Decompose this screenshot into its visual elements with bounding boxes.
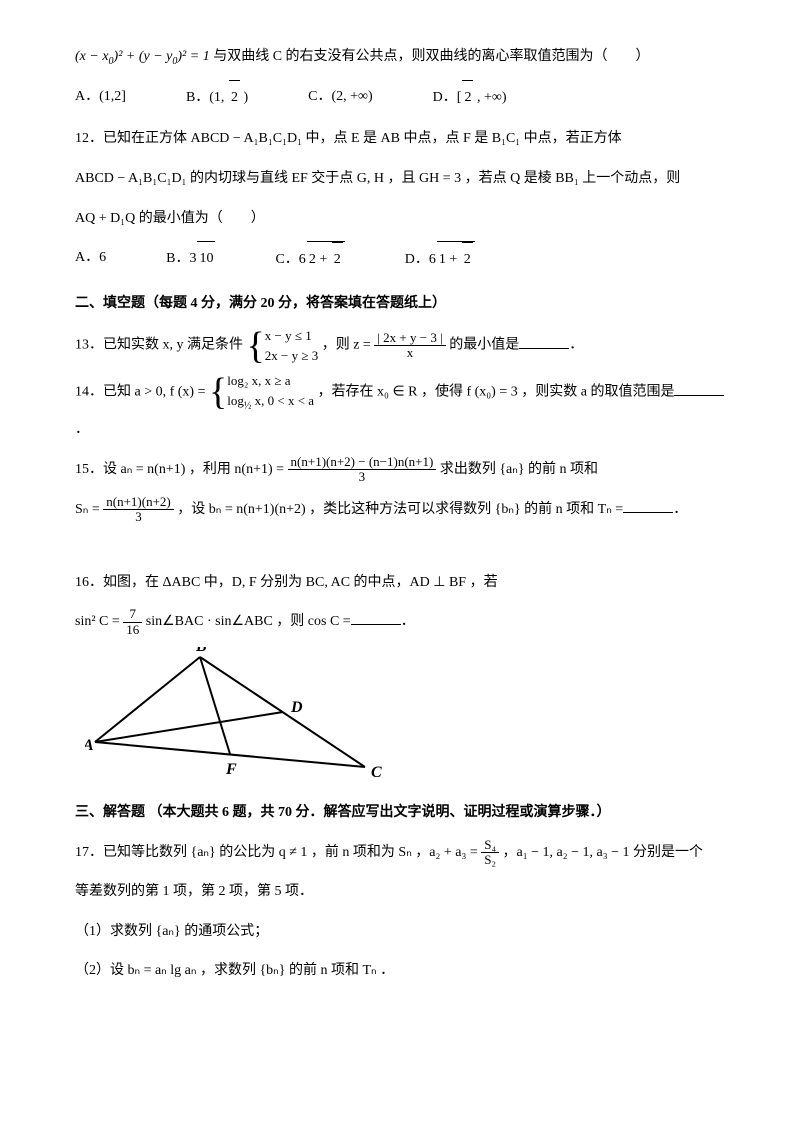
q11-tail: 与双曲线 C 的右支没有公共点，则双曲线的离心率取值范围为（ ） [213,49,649,64]
q14-cond1: log₂ x, x ≥ a [227,373,290,388]
q16-diagram: A B D F C [85,647,385,782]
q17-sub2: （2）设 bₙ = aₙ lg aₙ ，求数列 {bₙ} 的前 n 项和 Tₙ … [75,954,725,988]
q17-line1a: 17．已知等比数列 {aₙ} 的公比为 q ≠ 1 ，前 n 项和为 Sₙ ，a… [75,845,478,860]
q15-line1: 15．设 aₙ = n(n+1) ，利用 n(n+1) = n(n+1)(n+2… [75,453,725,487]
q16-blank [351,611,401,625]
q14: 14．已知 a > 0, f (x) = { log₂ x, x ≥ a log… [75,371,725,447]
q16-frac: 7 16 [123,607,142,637]
q13-cond2: 2x − y ≥ 3 [265,348,318,363]
q11-stem: (x − x0)² + (y − y0)² = 1 与双曲线 C 的右支没有公共… [75,40,725,74]
q17-frac: S₄ S₂ [481,838,499,868]
q15-blank [623,499,673,513]
q11-options: A．(1,2] B．(1, 2 ) C．(2, +∞) D．[2 , +∞) [75,80,725,115]
q16-line2: sin² C = 7 16 sin∠BAC · sin∠ABC ，则 cos C… [75,605,725,639]
q14-tail: ，若存在 x₀ ∈ R ，使得 f (x₀) = 3 ，则实数 a 的取值范围是 [318,385,675,400]
svg-text:B: B [195,647,207,655]
q11-opt-d: D．[2 , +∞) [433,80,507,115]
q12-opt-d: D．61 + 2 [405,241,475,277]
q15-line1b: 求出数列 {aₙ} 的前 n 项和 [440,462,598,477]
section3-title: 三、解答题 （本大题共 6 题，共 70 分．解答应写出文字说明、证明过程或演算… [75,796,725,830]
q16-line2b: sin∠BAC · sin∠ABC ，则 cos C = [146,614,351,629]
svg-text:A: A [85,737,94,754]
q12-options: A．6 B．310 C．62 + 2 D．61 + 2 [75,241,725,277]
section2-title: 二、填空题（每题 4 分，满分 20 分，将答案填在答题纸上） [75,287,725,321]
q17-line1b: ，a₁ − 1, a₂ − 1, a₃ − 1 分别是一个 [503,845,703,860]
q14-brace: { log₂ x, x ≥ a log½ x, 0 < x < a [209,371,314,413]
svg-text:F: F [225,761,237,778]
q11-opt-c: C．(2, +∞) [308,80,373,115]
q12-opt-c: C．62 + 2 [275,241,344,277]
q15-frac1: n(n+1)(n+2) − (n−1)n(n+1) 3 [288,455,437,485]
q12-line2: ABCD − A₁B₁C₁D₁ 的内切球与直线 EF 交于点 G, H ，且 G… [75,162,725,196]
q13-blank [519,335,569,349]
q15-line1a: 15．设 aₙ = n(n+1) ，利用 n(n+1) = [75,462,284,477]
q17-line1: 17．已知等比数列 {aₙ} 的公比为 q ≠ 1 ，前 n 项和为 Sₙ ，a… [75,836,725,870]
q11-opt-b: B．(1, 2 ) [186,80,248,115]
q13-cond1: x − y ≤ 1 [265,328,312,343]
q16-line2a: sin² C = [75,614,120,629]
q17-sub1: （1）求数列 {aₙ} 的通项公式； [75,915,725,949]
q13: 13．已知实数 x, y 满足条件 { x − y ≤ 1 2x − y ≥ 3… [75,326,725,365]
q13-frac: | 2x + y − 3 | x [374,331,445,361]
q14-pre: 14．已知 a > 0, f (x) = [75,385,206,400]
q17-line2: 等差数列的第 1 项，第 2 项，第 5 项． [75,875,725,909]
q12-line1: 12．已知在正方体 ABCD − A₁B₁C₁D₁ 中，点 E 是 AB 中点，… [75,122,725,156]
svg-text:D: D [290,699,303,716]
q15-line2a: Sₙ = [75,502,100,517]
q12-opt-b: B．310 [166,241,215,277]
q16-line1: 16．如图，在 ΔABC 中，D, F 分别为 BC, AC 的中点，AD ⊥ … [75,566,725,600]
q12-opt-a: A．6 [75,241,106,277]
q14-blank [674,382,724,396]
svg-text:C: C [371,764,382,781]
q13-mid: ，则 z = [322,338,371,353]
q12-line3: AQ + D₁Q 的最小值为（ ） [75,202,725,236]
q14-cond2: log½ x, 0 < x < a [227,393,314,408]
q13-pre: 13．已知实数 x, y 满足条件 [75,338,243,353]
q15-frac2: n(n+1)(n+2) 3 [103,495,173,525]
q15-line2b: ，设 bₙ = n(n+1)(n+2) ，类比这种方法可以求得数列 {bₙ} 的… [177,502,623,517]
q13-brace: { x − y ≤ 1 2x − y ≥ 3 [247,326,319,365]
q15-line2: Sₙ = n(n+1)(n+2) 3 ，设 bₙ = n(n+1)(n+2) ，… [75,493,725,527]
q13-tail: 的最小值是 [449,338,519,353]
q11-opt-a: A．(1,2] [75,80,126,115]
